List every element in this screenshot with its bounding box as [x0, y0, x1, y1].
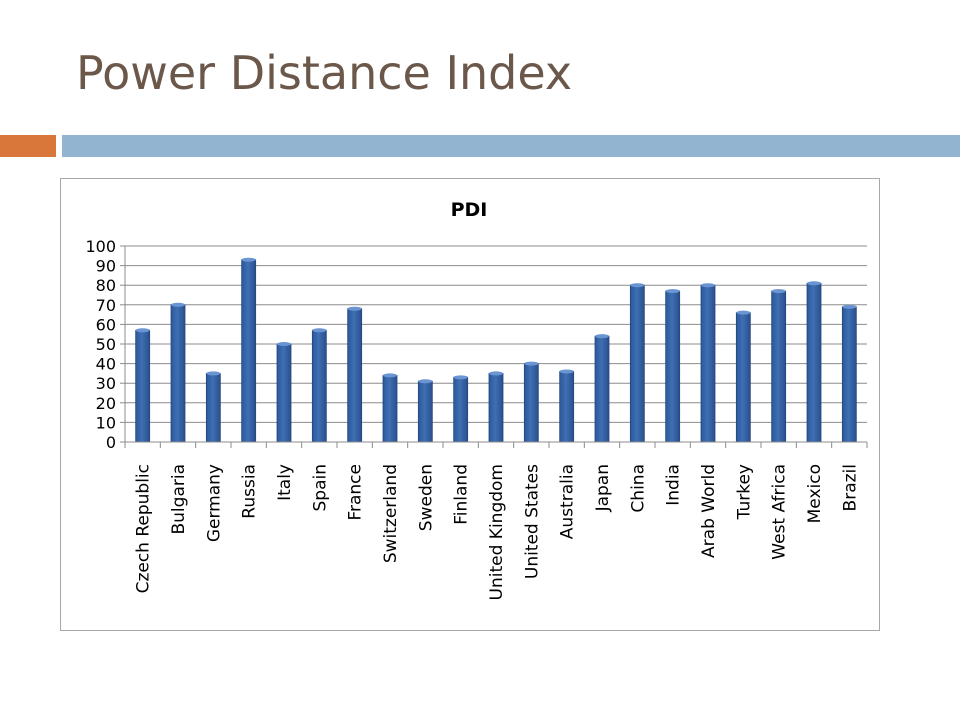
bar-russia [241, 259, 257, 443]
bar-united-kingdom [488, 372, 504, 443]
slide-title: Power Distance Index [76, 46, 573, 100]
bar-cap [736, 310, 751, 315]
bar-cap [135, 328, 150, 333]
x-tick-label: Mexico [805, 464, 825, 523]
y-tick-label: 20 [96, 394, 116, 413]
x-tick-label: Spain [310, 464, 330, 512]
bar-cap [347, 306, 362, 311]
title-accent-bar [0, 135, 56, 157]
x-tick-label: Arab World [699, 464, 719, 558]
bar-united-states [523, 363, 539, 443]
bar-china [629, 284, 645, 443]
x-tick-label: Australia [558, 464, 578, 539]
y-tick-label: 90 [96, 257, 116, 276]
x-tick-label: Russia [240, 464, 260, 519]
y-tick-label: 50 [96, 335, 116, 354]
bar-cap [807, 281, 821, 286]
x-tick-label: Turkey [734, 464, 754, 520]
bar-france [347, 308, 363, 443]
x-tick-label: United States [522, 464, 542, 579]
bar-cap [489, 371, 503, 376]
bar-spain [311, 329, 327, 443]
x-tick-label: West Africa [770, 464, 790, 560]
y-tick-label: 40 [96, 355, 116, 374]
x-tick-label: France [346, 464, 366, 521]
bar-cap [277, 342, 291, 346]
bar-finland [453, 376, 469, 443]
bar-japan [594, 335, 610, 443]
y-tick-label: 70 [96, 296, 116, 315]
bar-cap [418, 379, 433, 384]
bar-turkey [735, 312, 751, 443]
bars [124, 257, 868, 448]
chart-frame: PDI 0 10 20 30 40 50 60 70 80 90 100 Czech Republi… [60, 178, 880, 631]
bar-cap [595, 334, 609, 339]
bar-west-africa [771, 290, 787, 443]
axes [124, 246, 867, 443]
bar-cap [665, 289, 680, 294]
x-tick-label: Italy [275, 464, 295, 501]
bar-germany [205, 372, 221, 443]
x-tick-label: Switzerland [381, 464, 401, 563]
bar-cap [171, 302, 185, 307]
bar-india [665, 290, 681, 443]
bar-sweden [417, 380, 433, 443]
x-tick-label: Bulgaria [169, 464, 189, 535]
y-tick-label: 30 [96, 374, 116, 393]
bar-cap [842, 304, 857, 309]
bar-bulgaria [170, 304, 186, 443]
bar-cap [559, 369, 574, 374]
title-band-bar [62, 135, 960, 157]
x-tick-label: India [664, 464, 684, 506]
x-tick-label: Japan [593, 464, 613, 512]
x-tick-label: United Kingdom [487, 464, 507, 600]
bar-arab-world [700, 284, 716, 443]
bar-cap [453, 375, 468, 380]
y-tick-label: 10 [96, 413, 116, 432]
y-tick-label: 100 [85, 237, 116, 256]
x-axis-labels: Czech Republic Bulgaria Germany Russia Italy… [134, 464, 861, 601]
x-tick-label: Czech Republic [134, 464, 154, 593]
x-tick-label: Sweden [416, 464, 436, 531]
y-tick-label: 0 [106, 433, 116, 452]
bar-mexico [806, 282, 822, 443]
x-tick-label: Finland [452, 464, 472, 525]
x-tick-label: Brazil [840, 464, 860, 511]
bar-cap [701, 283, 715, 288]
bar-cap [630, 283, 645, 288]
x-tick-label: China [628, 464, 648, 513]
bar-australia [559, 371, 575, 443]
bar-czech-republic [135, 329, 151, 443]
chart-title: PDI [451, 199, 488, 221]
bar-cap [241, 257, 256, 262]
bar-cap [206, 371, 221, 376]
y-tick-label: 80 [96, 276, 116, 295]
y-tick-label: 60 [96, 315, 116, 334]
bar-brazil [841, 306, 857, 443]
bar-switzerland [382, 374, 398, 443]
x-tick-label: Germany [204, 464, 224, 542]
bar-cap [524, 361, 539, 366]
bar-cap [771, 289, 786, 294]
bar-cap [312, 328, 327, 333]
bar-italy [276, 343, 292, 443]
bar-cap [383, 373, 397, 378]
